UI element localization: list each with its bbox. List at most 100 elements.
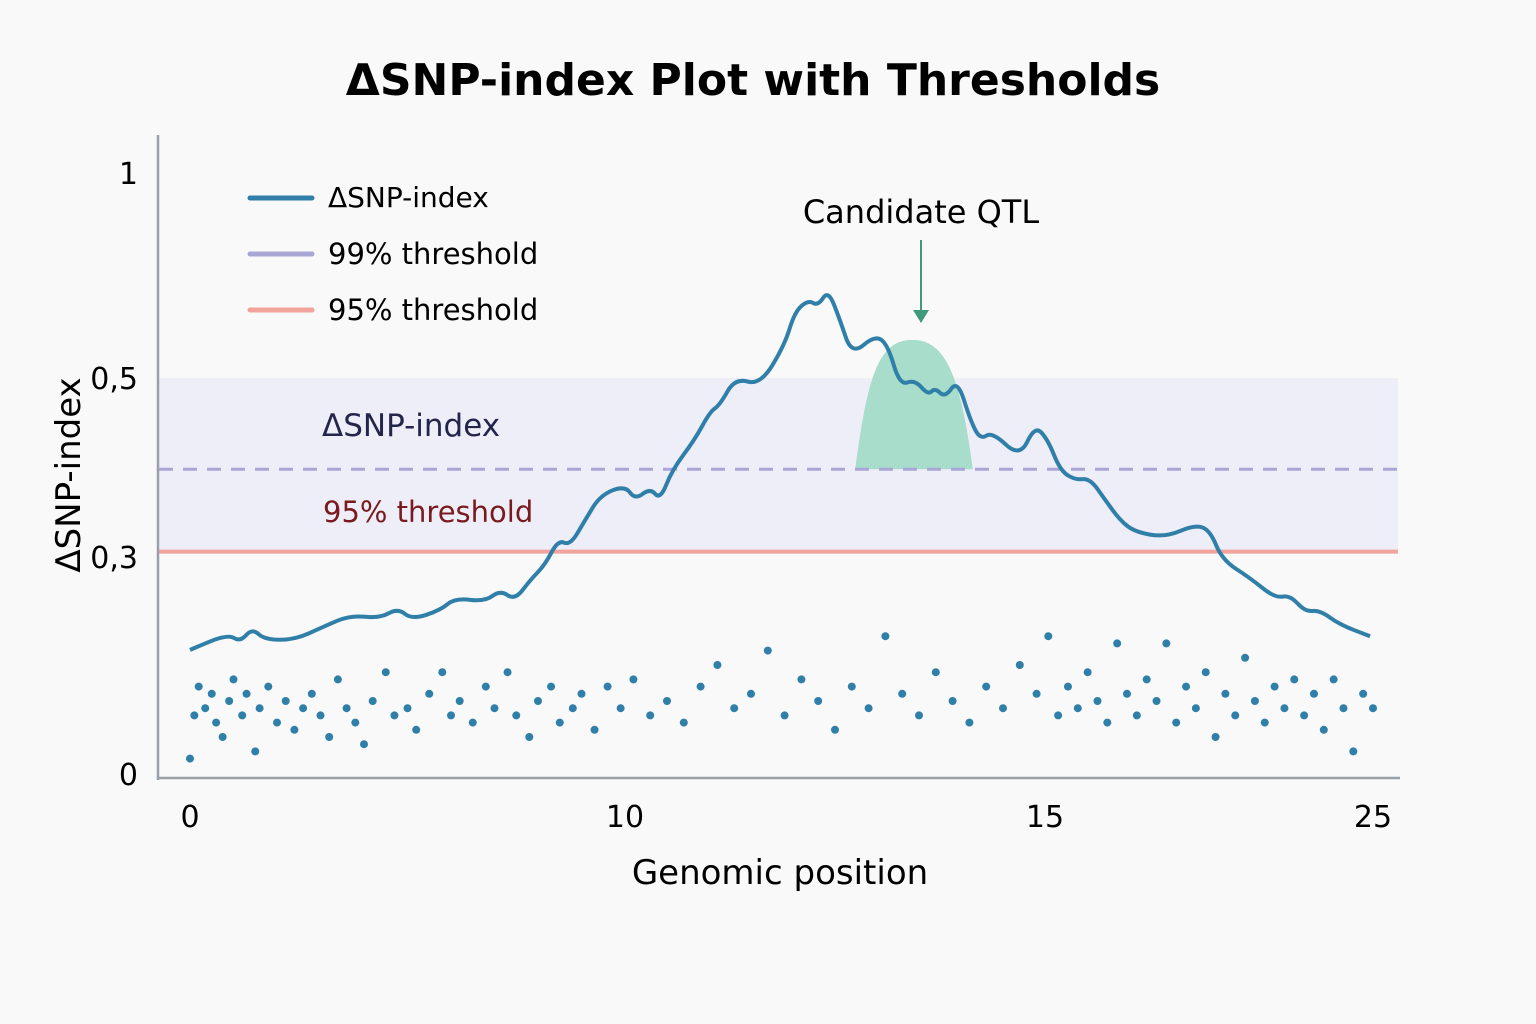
scatter-point bbox=[915, 711, 923, 720]
x-axis-label: Genomic position bbox=[632, 853, 928, 893]
scatter-point bbox=[1123, 689, 1131, 698]
chart-title: ΔSNP-index Plot with Thresholds bbox=[346, 55, 1160, 106]
scatter-point bbox=[368, 697, 377, 705]
scatter-point bbox=[730, 704, 739, 713]
scatter-point bbox=[831, 725, 839, 734]
scatter-point bbox=[503, 668, 512, 677]
scatter-point bbox=[186, 754, 194, 763]
scatter-point bbox=[1300, 711, 1309, 720]
scatter-point bbox=[1191, 704, 1200, 713]
delta-snp-index-line bbox=[189, 293, 1371, 652]
scatter-point bbox=[316, 711, 325, 720]
scatter-point bbox=[1132, 711, 1141, 720]
scatter-point bbox=[273, 718, 281, 727]
scatter-point bbox=[251, 747, 260, 756]
scatter-point bbox=[1349, 747, 1358, 756]
scatter-point bbox=[468, 718, 477, 727]
scatter-point bbox=[534, 697, 542, 705]
scatter-point bbox=[264, 682, 273, 691]
scatter-point bbox=[1083, 668, 1092, 677]
scatter-point bbox=[425, 689, 434, 698]
scatter-point bbox=[242, 689, 251, 698]
scatter-point bbox=[780, 711, 789, 720]
scatter-point bbox=[1142, 675, 1151, 684]
scatter-point bbox=[1270, 682, 1279, 691]
y-axis-label: ΔSNP-index bbox=[49, 377, 89, 572]
scatter-point bbox=[1162, 639, 1171, 648]
x-tick-label: 0 bbox=[180, 800, 199, 835]
scatter-point bbox=[333, 675, 342, 684]
scatter-point bbox=[1359, 689, 1368, 698]
scatter-point bbox=[194, 682, 203, 691]
scatter-point bbox=[696, 682, 705, 691]
scatter-point bbox=[255, 704, 264, 713]
scatter-point bbox=[1329, 675, 1338, 684]
scatter-point bbox=[1063, 682, 1072, 691]
scatter-point bbox=[847, 682, 856, 691]
scatter-point bbox=[1054, 711, 1063, 720]
scatter-point bbox=[1015, 661, 1024, 669]
candidate-qtl-region bbox=[855, 339, 973, 470]
scatter-point bbox=[360, 740, 368, 749]
scatter-point bbox=[965, 718, 974, 727]
scatter-point bbox=[616, 704, 625, 713]
scatter-point bbox=[1113, 639, 1122, 648]
scatter-point bbox=[982, 682, 991, 691]
scatter-point bbox=[190, 711, 199, 720]
scatter-point bbox=[1309, 689, 1318, 698]
scatter-point bbox=[403, 704, 412, 713]
scatter-point bbox=[881, 632, 890, 641]
scatter-point bbox=[1280, 704, 1289, 713]
scatter-point bbox=[590, 725, 599, 734]
scatter-point bbox=[207, 689, 216, 698]
scatter-point bbox=[229, 675, 238, 684]
qtl-arrow-head bbox=[913, 310, 929, 323]
scatter-point bbox=[412, 725, 421, 734]
scatter-point bbox=[299, 704, 308, 713]
scatter-point bbox=[1044, 632, 1053, 641]
scatter-point bbox=[931, 668, 940, 677]
scatter-point bbox=[1339, 704, 1348, 713]
scatter-point bbox=[307, 689, 316, 698]
scatter-point bbox=[1369, 704, 1377, 713]
scatter-point bbox=[1290, 675, 1299, 684]
scatter-point bbox=[603, 682, 612, 691]
scatter-point bbox=[1032, 689, 1041, 698]
scatter-point bbox=[218, 733, 227, 741]
scatter-point bbox=[1093, 697, 1102, 705]
scatter-point bbox=[1231, 711, 1240, 720]
scatter-point bbox=[1260, 718, 1269, 727]
scatter-point bbox=[629, 675, 638, 684]
scatter-point bbox=[212, 718, 221, 727]
scatter-point bbox=[797, 675, 806, 684]
scatter-point bbox=[281, 697, 290, 705]
qtl-annotation: Candidate QTL bbox=[803, 193, 1040, 231]
y-tick-label: 0,3 bbox=[90, 541, 138, 576]
scatter-point bbox=[864, 704, 873, 713]
scatter-point bbox=[1319, 725, 1328, 734]
scatter-point bbox=[1172, 718, 1181, 727]
scatter-point bbox=[568, 704, 577, 713]
scatter-point bbox=[1103, 718, 1112, 727]
x-tick-label: 15 bbox=[1026, 800, 1064, 835]
scatter-point bbox=[455, 697, 464, 705]
scatter-point bbox=[1221, 689, 1230, 698]
scatter-point bbox=[1152, 697, 1161, 705]
legend: ΔSNP-index 99% threshold 95% threshold bbox=[247, 181, 538, 327]
scatter-point bbox=[238, 711, 247, 720]
scatter-point bbox=[390, 711, 399, 720]
scatter-point bbox=[713, 661, 722, 669]
scatter-point bbox=[1073, 704, 1082, 713]
scatter-point bbox=[898, 689, 907, 698]
scatter-point bbox=[525, 733, 534, 741]
scatter-point bbox=[1241, 653, 1250, 662]
scatter-point bbox=[646, 711, 655, 720]
scatter-point bbox=[547, 682, 556, 691]
threshold-95-annotation: 95% threshold bbox=[323, 495, 533, 529]
scatter-point bbox=[814, 697, 823, 705]
scatter-point bbox=[763, 646, 772, 655]
band-label: ΔSNP-index bbox=[322, 408, 500, 444]
y-tick-label: 0 bbox=[119, 758, 138, 793]
